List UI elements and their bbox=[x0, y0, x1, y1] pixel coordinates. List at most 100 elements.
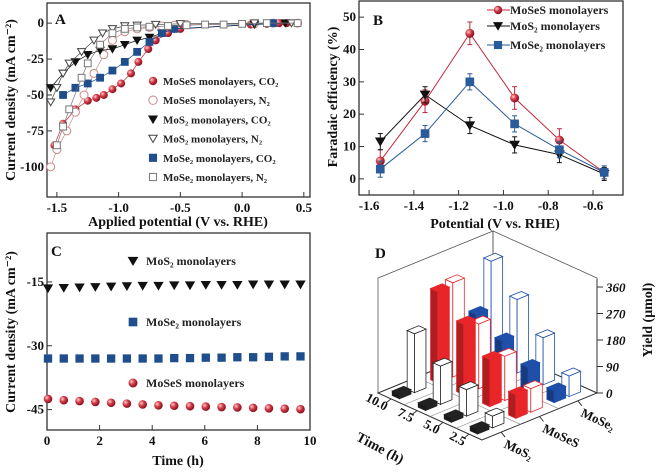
c-data-point bbox=[233, 353, 242, 362]
d-bar-top-face bbox=[467, 305, 489, 315]
d-time-tick bbox=[463, 433, 470, 439]
c-data-point bbox=[122, 399, 132, 408]
a-data-point bbox=[120, 58, 129, 66]
panel-label-d: D bbox=[375, 246, 386, 262]
b-y-tick-label: 0 bbox=[350, 171, 357, 186]
panel-label-b: B bbox=[373, 13, 383, 29]
a-data-point bbox=[52, 84, 62, 93]
a-data-point bbox=[201, 20, 209, 29]
c-data-point bbox=[216, 280, 227, 290]
d-bar-front-face bbox=[414, 328, 427, 394]
sphere-marker bbox=[493, 5, 503, 15]
c-data-point bbox=[200, 280, 211, 290]
triangle-marker bbox=[107, 45, 118, 54]
b-y-tick-label: 20 bbox=[343, 106, 356, 121]
b-data-point bbox=[465, 28, 475, 38]
d-bar-top-face bbox=[429, 283, 451, 293]
b-y-tick-label: 10 bbox=[343, 139, 356, 154]
b-legend-marker bbox=[493, 40, 503, 50]
d-material-label: MoSe₂ bbox=[579, 405, 618, 434]
square-marker bbox=[493, 40, 503, 50]
d-bar-top-face bbox=[484, 407, 505, 417]
triangle-marker bbox=[279, 280, 290, 290]
b-data-point bbox=[509, 140, 520, 150]
c-data-point bbox=[232, 280, 243, 290]
square-marker bbox=[510, 119, 519, 129]
sphere-marker bbox=[106, 398, 116, 408]
c-data-point bbox=[217, 402, 226, 412]
a-data-point bbox=[144, 33, 155, 43]
d-bar-top-face bbox=[508, 291, 530, 300]
a-x-title: Applied potential (V vs. RHE) bbox=[88, 215, 268, 230]
d-bar-side-face bbox=[432, 362, 441, 406]
square-marker bbox=[122, 354, 132, 363]
b-legend-label: MoS₂ monolayers bbox=[510, 19, 600, 33]
a-data-point bbox=[99, 50, 109, 60]
a-legend-label: MoS₂ monolayers, N₂ bbox=[163, 134, 263, 146]
b-data-point bbox=[554, 135, 564, 145]
a-data-point bbox=[82, 51, 93, 60]
triangle-marker bbox=[295, 280, 306, 290]
square-marker bbox=[148, 153, 158, 162]
square-marker bbox=[157, 29, 166, 38]
d-bar-top-face bbox=[455, 315, 477, 325]
sphere-marker bbox=[233, 403, 242, 412]
sphere-marker bbox=[510, 93, 520, 103]
b-data-point bbox=[374, 137, 386, 147]
c-data-point bbox=[201, 353, 210, 362]
d-time-tick bbox=[385, 398, 392, 404]
d-time-title: Time (h) bbox=[353, 430, 406, 468]
b-data-point bbox=[465, 77, 475, 87]
a-data-point bbox=[164, 29, 173, 38]
square-marker bbox=[96, 73, 104, 82]
b-data-point bbox=[420, 129, 430, 138]
square-marker bbox=[108, 29, 117, 38]
square-marker bbox=[120, 58, 129, 66]
c-data-point bbox=[201, 402, 211, 411]
b-legend-marker bbox=[492, 22, 504, 31]
d-time-tick-label: 5.0 bbox=[421, 416, 442, 437]
d-bar-top-face bbox=[444, 274, 466, 284]
d-bar-filled bbox=[469, 421, 491, 435]
c-data-point bbox=[121, 282, 133, 292]
c-y-tick-label: -30 bbox=[27, 338, 44, 353]
triangle-marker bbox=[42, 284, 54, 294]
c-data-point bbox=[138, 400, 147, 409]
square-marker bbox=[185, 353, 195, 363]
a-legend-label: MoSe₂ monolayers, N₂ bbox=[163, 172, 268, 184]
a-legend-label: MoSeS monolayers, N₂ bbox=[163, 95, 271, 107]
d-z-title: Yield (μmol) bbox=[641, 282, 656, 357]
square-marker bbox=[293, 19, 302, 28]
triangle-marker bbox=[137, 281, 148, 291]
c-data-point bbox=[59, 354, 68, 363]
a-data-point bbox=[71, 83, 80, 92]
square-marker bbox=[375, 164, 385, 174]
triangle-marker bbox=[119, 40, 130, 50]
a-data-point bbox=[164, 22, 172, 30]
square-marker bbox=[108, 66, 117, 75]
square-marker bbox=[154, 354, 163, 363]
sphere-marker bbox=[280, 404, 290, 414]
a-y-tick-label: -25 bbox=[27, 51, 45, 66]
c-legend-label: MoS₂ monolayers bbox=[146, 254, 236, 268]
a-data-point bbox=[108, 29, 117, 38]
c-data-point bbox=[295, 280, 306, 290]
d-bar-top-face bbox=[522, 380, 544, 390]
a-data-point bbox=[117, 79, 126, 88]
b-x-tick-label: -0.6 bbox=[583, 198, 604, 213]
c-data-point bbox=[184, 281, 196, 291]
a-legend-marker bbox=[147, 134, 159, 144]
c-x-tick-label: 0 bbox=[44, 433, 51, 448]
b-data-point bbox=[510, 93, 520, 103]
d-bar-side-face bbox=[508, 390, 517, 419]
a-data-point bbox=[59, 122, 67, 131]
d-time-tick-label: 7.5 bbox=[395, 404, 417, 425]
square-marker bbox=[145, 22, 154, 31]
c-data-point bbox=[264, 404, 274, 413]
c-data-point bbox=[233, 403, 242, 412]
b-data-point bbox=[375, 164, 385, 174]
a-x-tick-label: -1.0 bbox=[108, 200, 129, 215]
c-data-point bbox=[248, 353, 258, 362]
sphere-marker bbox=[217, 402, 226, 412]
